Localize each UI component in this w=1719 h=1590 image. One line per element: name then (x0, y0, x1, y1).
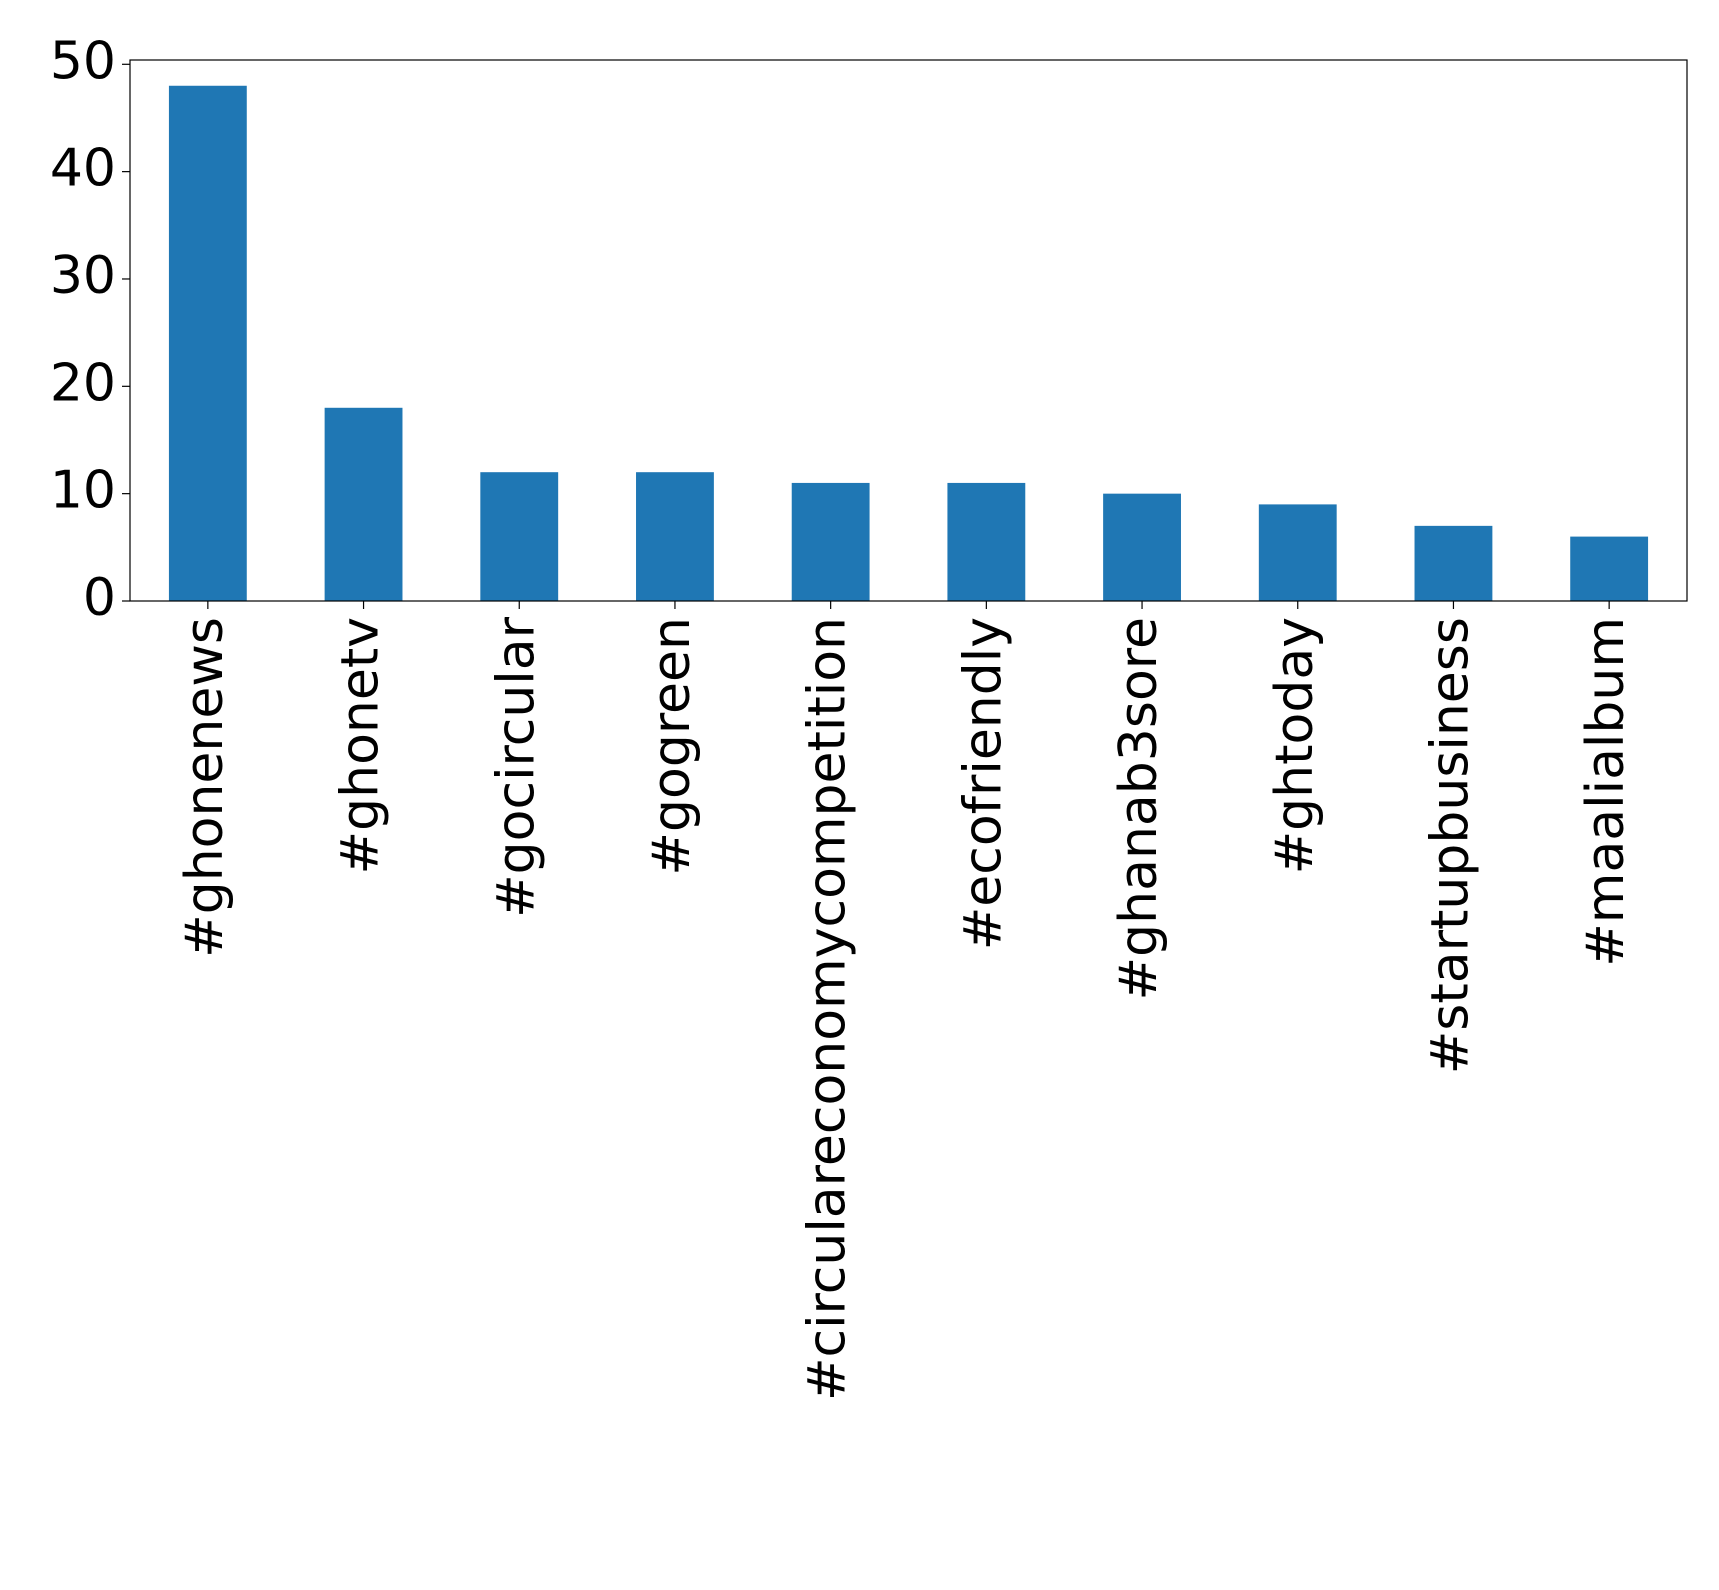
bar (636, 472, 714, 601)
x-tick-label: #circulareconomycompetition (798, 617, 858, 1401)
bar (947, 482, 1026, 601)
x-tick-label: #gogreen (642, 617, 702, 876)
bar (1570, 536, 1649, 601)
x-tick-label: #ghonetv (331, 617, 391, 874)
x-tick-label: #gocircular (486, 616, 546, 918)
y-tick-label: 30 (50, 246, 116, 306)
x-tick-label: #ghanab3sore (1109, 617, 1169, 1000)
bar (480, 472, 559, 601)
x-tick-label: #ghonenews (175, 617, 235, 958)
bar (324, 407, 403, 601)
y-tick-label: 20 (50, 353, 116, 413)
bar (1414, 525, 1493, 601)
y-tick-label: 50 (50, 31, 116, 91)
y-tick-label: 40 (50, 139, 116, 199)
x-tick-label: #startupbusiness (1420, 617, 1480, 1074)
x-tick-label: #ghtoday (1265, 617, 1325, 874)
bar (791, 482, 870, 601)
x-tick-label: #maalialbum (1576, 617, 1636, 967)
y-tick-label: 10 (50, 461, 116, 521)
bar (1103, 493, 1181, 601)
x-tick-label: #ecofriendly (953, 617, 1013, 950)
bar (168, 85, 247, 601)
y-tick-label: 0 (83, 568, 116, 628)
plot-frame (129, 59, 1688, 602)
bar (1258, 504, 1337, 601)
